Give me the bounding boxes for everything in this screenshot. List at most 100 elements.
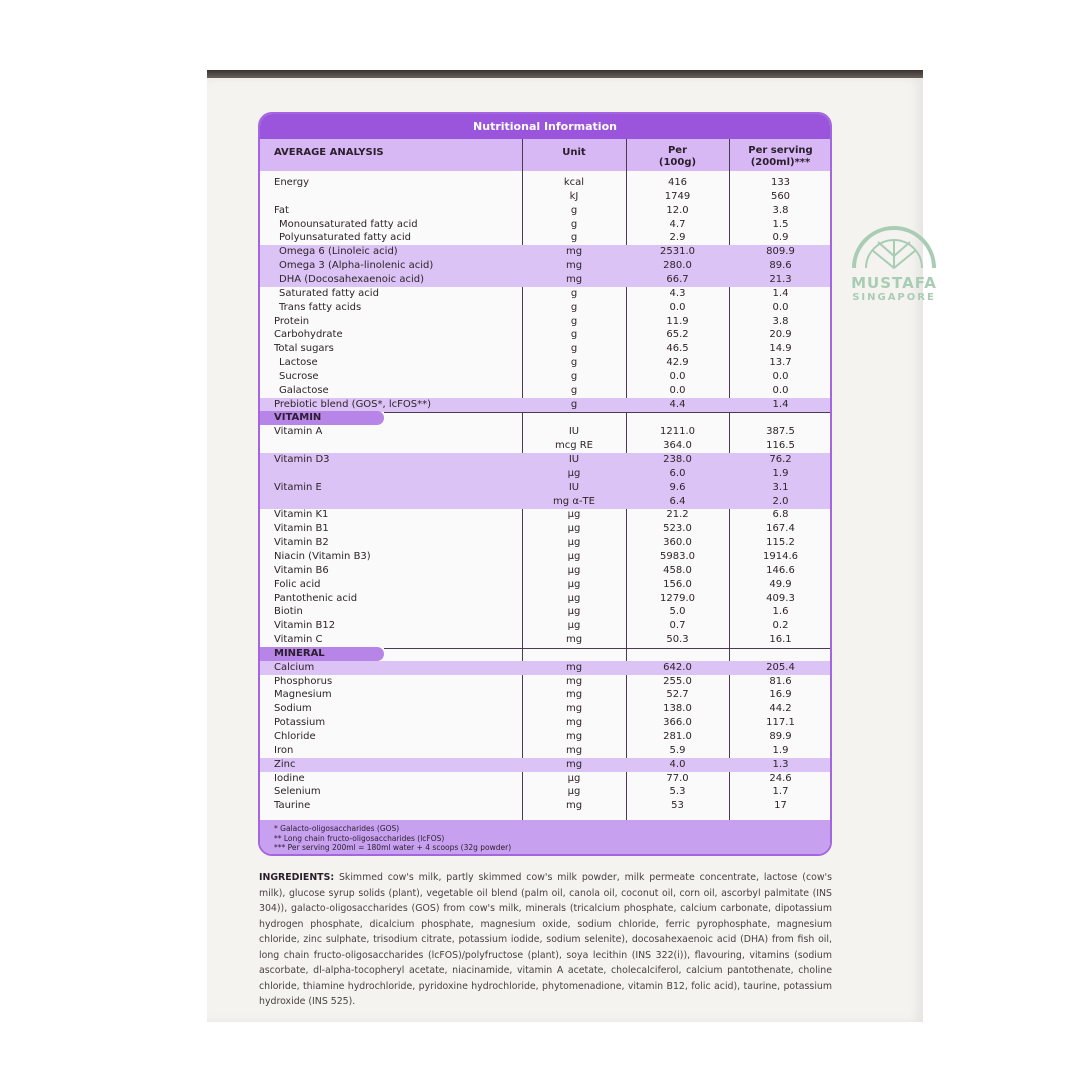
- header-serving-line2: (200ml)***: [750, 157, 811, 168]
- nutrient-name: Galactose: [279, 384, 329, 396]
- serving-cell: 387.5: [766, 426, 795, 438]
- nutrient-name: Vitamin B12: [274, 620, 336, 632]
- serving-cell: 115.2: [766, 537, 795, 549]
- table-row: Omega 6 (Linoleic acid) mg 2531.0 809.9: [260, 245, 830, 260]
- table-row: Vitamin D3 IU 238.0 76.2: [260, 453, 830, 467]
- nutrient-name: Selenium: [274, 786, 321, 798]
- nutrient-name: Polyunsaturated fatty acid: [279, 232, 411, 244]
- table-row: Trans fatty acids g 0.0 0.0: [260, 301, 830, 315]
- nutrient-name: Omega 6 (Linoleic acid): [279, 246, 398, 258]
- serving-cell: 0.0: [772, 370, 789, 382]
- table-row: Taurine mg 53 17: [260, 799, 830, 813]
- serving-cell: 76.2: [769, 454, 792, 465]
- per100-cell: 280.0: [663, 260, 692, 272]
- nutrition-panel: Nutritional Information AVERAGE ANALYSIS…: [258, 112, 832, 856]
- serving-cell: 20.9: [769, 329, 792, 341]
- table-row: Zinc mg 4.0 1.3: [260, 757, 830, 772]
- footnote: ** Long chain fructo-oligosaccharides (l…: [274, 833, 445, 843]
- serving-cell: 0.0: [772, 301, 789, 313]
- serving-cell: 0.2: [772, 620, 789, 632]
- footnote: *** Per serving 200ml = 180ml water + 4 …: [274, 843, 512, 852]
- unit-cell: mcg RE: [554, 440, 594, 452]
- unit-cell: µg: [567, 620, 581, 632]
- section-mineral: MINERAL: [260, 646, 384, 661]
- per100-cell: 4.7: [669, 218, 686, 230]
- nutrient-name: Vitamin A: [274, 426, 323, 438]
- per100-cell: 1211.0: [660, 426, 695, 438]
- per100-cell: 42.9: [666, 357, 689, 369]
- table-row: Fat g 12.0 3.8: [260, 204, 830, 218]
- table-row: DHA (Docosahexaenoic acid) mg 66.7 21.3: [260, 272, 830, 287]
- per100-cell: 2531.0: [660, 246, 695, 258]
- table-row: Vitamin B2 µg 360.0 115.2: [260, 536, 830, 550]
- per100-cell: 4.3: [669, 287, 686, 299]
- serving-cell: 3.8: [772, 315, 789, 327]
- table-row: Potassium mg 366.0 117.1: [260, 716, 830, 730]
- per100-cell: 416: [667, 177, 688, 188]
- per100-cell: 6.4: [669, 495, 686, 507]
- unit-cell: kJ: [569, 190, 579, 202]
- serving-cell: 0.0: [772, 384, 789, 396]
- per100-cell: 642.0: [663, 661, 692, 673]
- per100-cell: 255.0: [663, 675, 692, 687]
- section-divider: [384, 647, 830, 649]
- per100-cell: 360.0: [663, 537, 692, 549]
- serving-cell: 0.9: [772, 232, 789, 244]
- table-row: Biotin µg 5.0 1.6: [260, 605, 830, 619]
- unit-cell: µg: [567, 550, 581, 562]
- serving-cell: 146.6: [766, 564, 795, 576]
- unit-cell: IU: [568, 426, 580, 438]
- unit-cell: mg: [565, 744, 583, 756]
- nutrient-name: Vitamin C: [274, 634, 323, 646]
- table-row: Vitamin A IU 1211.0 387.5: [260, 425, 830, 439]
- nutrient-name: Potassium: [274, 717, 326, 729]
- unit-cell: µg: [567, 467, 581, 479]
- unit-cell: µg: [567, 772, 581, 784]
- table-row: Polyunsaturated fatty acid g 2.9 0.9: [260, 231, 830, 245]
- header-serving-line1: Per serving: [748, 145, 813, 156]
- serving-cell: 205.4: [766, 661, 795, 673]
- table-row: Vitamin C mg 50.3 16.1: [260, 633, 830, 647]
- per100-cell: 4.0: [669, 758, 686, 770]
- per100-cell: 1279.0: [660, 592, 695, 604]
- per100-cell: 21.2: [666, 509, 689, 521]
- per100-cell: 2.9: [669, 232, 686, 244]
- unit-cell: g: [570, 204, 578, 216]
- per100-cell: 11.9: [666, 315, 689, 327]
- unit-cell: µg: [567, 523, 581, 535]
- unit-cell: g: [570, 232, 578, 244]
- nutrient-name: Prebiotic blend (GOS*, lcFOS**): [274, 398, 432, 410]
- watermark-line2: SINGAPORE: [852, 292, 936, 303]
- serving-cell: 3.1: [772, 481, 789, 493]
- nutrient-name: Zinc: [274, 758, 296, 770]
- unit-cell: µg: [567, 592, 581, 604]
- nutrient-name: Vitamin D3: [274, 454, 330, 465]
- table-row: Iron mg 5.9 1.9: [260, 744, 830, 758]
- nutrient-name: Niacin (Vitamin B3): [274, 550, 371, 562]
- table-row: Chloride mg 281.0 89.9: [260, 730, 830, 744]
- per100-cell: 9.6: [669, 481, 686, 493]
- unit-cell: kcal: [563, 177, 585, 188]
- table-header: AVERAGE ANALYSIS Unit Per (100g) Per serv…: [260, 139, 830, 171]
- table-row: Selenium µg 5.3 1.7: [260, 785, 830, 799]
- serving-cell: 1.5: [772, 218, 789, 230]
- unit-cell: g: [570, 384, 578, 396]
- nutrient-name: Phosphorus: [274, 675, 333, 687]
- serving-cell: 1.4: [772, 287, 789, 299]
- serving-cell: 6.8: [772, 509, 789, 521]
- nutrient-name: Vitamin B6: [274, 564, 329, 576]
- header-per100-line1: Per: [667, 145, 688, 156]
- nutrient-name: Iodine: [274, 772, 305, 784]
- unit-cell: mg: [565, 758, 583, 770]
- nutrient-name: Vitamin B1: [274, 523, 329, 535]
- per100-cell: 1749: [664, 190, 691, 202]
- table-row: Lactose g 42.9 13.7: [260, 356, 830, 370]
- serving-cell: 49.9: [769, 578, 792, 590]
- unit-cell: mg: [565, 661, 583, 673]
- ingredients-label: INGREDIENTS:: [259, 872, 335, 883]
- header-unit: Unit: [562, 147, 586, 158]
- unit-cell: mg: [565, 689, 583, 701]
- table-row: Folic acid µg 156.0 49.9: [260, 578, 830, 592]
- serving-cell: 1.9: [772, 467, 789, 479]
- nutrient-name: Chloride: [274, 731, 316, 742]
